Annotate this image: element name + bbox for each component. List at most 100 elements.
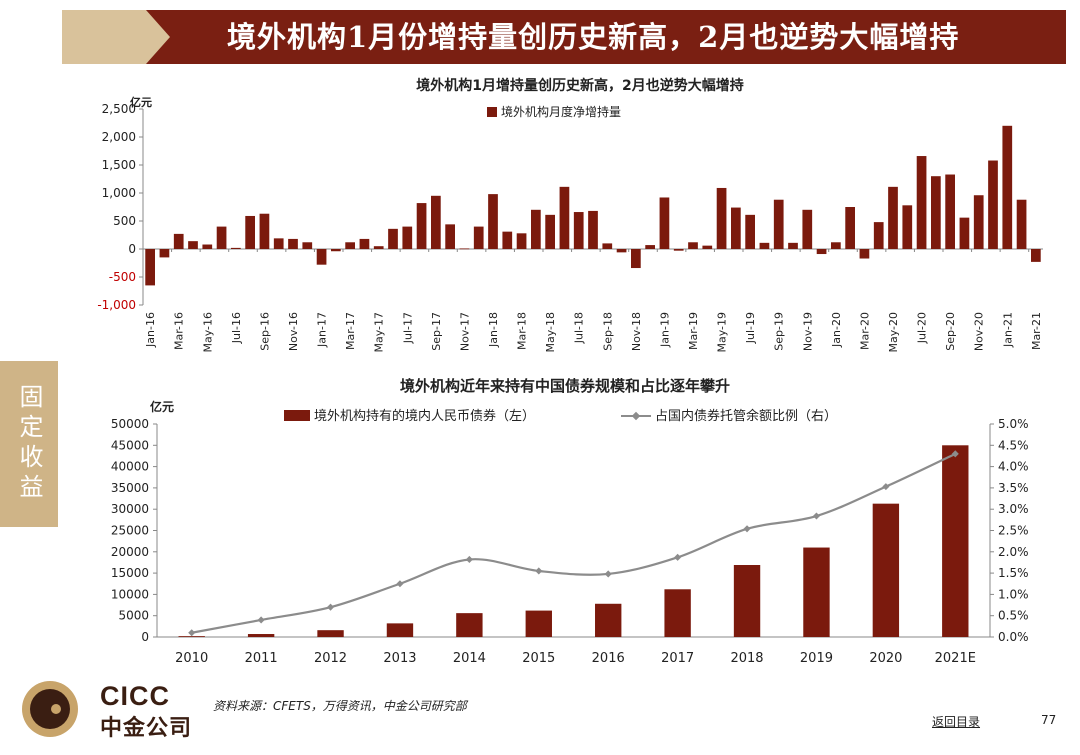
chart2-left-tick-label: 25000	[111, 524, 149, 538]
chart1-bar	[316, 249, 327, 265]
banner-shape	[62, 10, 1066, 64]
chart1-y-tick-label: -500	[109, 270, 136, 284]
chart1-bar	[816, 249, 827, 255]
chart1-x-tick-label: Nov-17	[458, 312, 471, 351]
chart1-x-tick-label: Sep-17	[430, 312, 443, 351]
chart2-x-tick-label: 2016	[592, 651, 625, 666]
section-tab-label: 固定收益	[15, 384, 43, 504]
chart2-right-tick-label: 0.0%	[998, 630, 1029, 644]
chart1-bar	[631, 249, 641, 269]
chart1-x-tick-label: Jan-21	[1001, 312, 1014, 348]
chart2-bar	[872, 503, 900, 637]
chart2-x-tick-label: 2017	[661, 651, 694, 666]
chart2-line-point	[604, 570, 612, 578]
chart2-legend-bar-swatch	[284, 410, 310, 421]
chart1-bar	[302, 242, 313, 249]
chart1-bar	[459, 248, 470, 250]
chart1-x-tick-label: Jan-18	[487, 312, 500, 348]
chart1-bar	[888, 186, 898, 249]
chart2-left-tick-label: 0	[141, 630, 149, 644]
chart2-right-tick-label: 2.5%	[998, 524, 1029, 538]
chart2-right-tick-label: 5.0%	[998, 417, 1029, 431]
chart2-legend-line-label: 占国内债券托管余额比例（右）	[655, 408, 837, 424]
chart1-bar	[345, 242, 355, 249]
chart1-x-tick-label: Jan-17	[316, 312, 329, 348]
monthly-net-holding-chart: 境外机构1月增持量创历史新高，2月也逆势大幅增持 亿元 境外机构月度净增持量 2…	[97, 77, 1043, 353]
chart1-x-tick-label: Jul-17	[401, 312, 414, 344]
chart1-bar	[931, 176, 941, 249]
chart1-bar	[588, 210, 598, 249]
chart1-bar	[673, 249, 684, 251]
chart1-bar	[602, 243, 613, 249]
chart2-x-tick-label: 2021E	[935, 651, 976, 666]
chart2-line-point	[743, 525, 751, 533]
chart1-bar	[1031, 249, 1041, 262]
title-banner: 境外机构1月份增持量创历史新高，2月也逆势大幅增持	[62, 10, 1066, 64]
chart1-bar	[416, 203, 427, 249]
chart1-bar	[273, 238, 284, 249]
chart2-left-tick-label: 15000	[111, 566, 149, 580]
chart1-bar	[945, 174, 955, 249]
chart1-x-tick-label: Jan-19	[658, 312, 671, 348]
chart1-bar	[502, 231, 513, 249]
chart2-bar	[525, 610, 552, 637]
chart2-bar	[178, 636, 205, 637]
chart2-x-tick-label: 2010	[175, 651, 208, 666]
chart2-right-tick-label: 4.0%	[998, 460, 1029, 474]
chart1-bar	[759, 242, 770, 249]
chart1-x-tick-label: May-17	[373, 312, 386, 353]
chart2-right-tick-label: 4.5%	[998, 438, 1029, 452]
chart2-bar	[386, 623, 414, 637]
chart1-bar	[973, 195, 984, 249]
chart1-unit-label: 亿元	[130, 95, 152, 109]
chart2-bar	[247, 634, 275, 637]
chart1-y-tick-label: 500	[113, 214, 136, 228]
chart2-right-tick-label: 3.5%	[998, 481, 1029, 495]
chart2-line-point	[882, 483, 890, 491]
chart1-bar	[831, 242, 841, 249]
logo-text-cn: 中金公司	[100, 716, 193, 741]
chart1-bar	[473, 226, 484, 249]
chart1-bar	[873, 222, 884, 249]
chart2-x-tick-label: 2019	[800, 651, 833, 666]
chart1-bar	[788, 242, 798, 249]
chart1-x-tick-label: Mar-17	[344, 312, 357, 350]
chart2-legend-bar-label: 境外机构持有的境内人民币债券（左）	[314, 408, 535, 424]
chart2-line-point	[951, 450, 959, 458]
foreign-holdings-chart: 境外机构近年来持有中国债券规模和占比逐年攀升 亿元 境外机构持有的境内人民币债券…	[111, 377, 1029, 666]
chart2-bar	[317, 630, 344, 637]
back-to-contents-link[interactable]: 返回目录	[932, 715, 981, 729]
chart1-x-tick-label: Mar-20	[858, 312, 871, 350]
chart1-x-tick-label: Nov-19	[801, 312, 814, 351]
chart2-line-point	[257, 616, 265, 624]
chart1-bar	[445, 224, 455, 249]
chart1-bar	[359, 238, 370, 249]
chart2-line-point	[327, 603, 335, 611]
chart2-left-tick-label: 40000	[111, 460, 149, 474]
chart2-left-tick-label: 20000	[111, 545, 149, 559]
chart1-bar	[202, 244, 213, 249]
chart1-bar	[902, 205, 913, 249]
chart1-bar	[845, 207, 855, 249]
chart2-bar	[803, 547, 830, 637]
chart2-left-tick-label: 35000	[111, 481, 149, 495]
chart1-bar	[988, 160, 998, 249]
chart2-right-tick-label: 0.5%	[998, 609, 1029, 623]
chart1-x-tick-label: Mar-18	[516, 312, 529, 350]
chart1-y-tick-label: 1,500	[102, 158, 136, 172]
cicc-logo-mark	[22, 681, 78, 737]
page-number: 77	[1041, 713, 1057, 727]
chart2-line-point	[535, 567, 543, 575]
chart1-bar	[159, 249, 170, 258]
chart2-right-tick-label: 2.0%	[998, 545, 1029, 559]
chart1-bar	[231, 247, 241, 249]
chart2-left-tick-label: 30000	[111, 502, 149, 516]
chart1-bar	[1002, 125, 1013, 249]
chart1-bar	[959, 217, 970, 249]
chart1-bar	[645, 245, 655, 249]
chart1-x-tick-label: Jan-20	[830, 312, 843, 348]
section-tab[interactable]: 固定收益	[0, 361, 58, 527]
chart2-x-tick-label: 2013	[383, 651, 416, 666]
chart1-x-tick-label: Jul-20	[916, 312, 929, 344]
